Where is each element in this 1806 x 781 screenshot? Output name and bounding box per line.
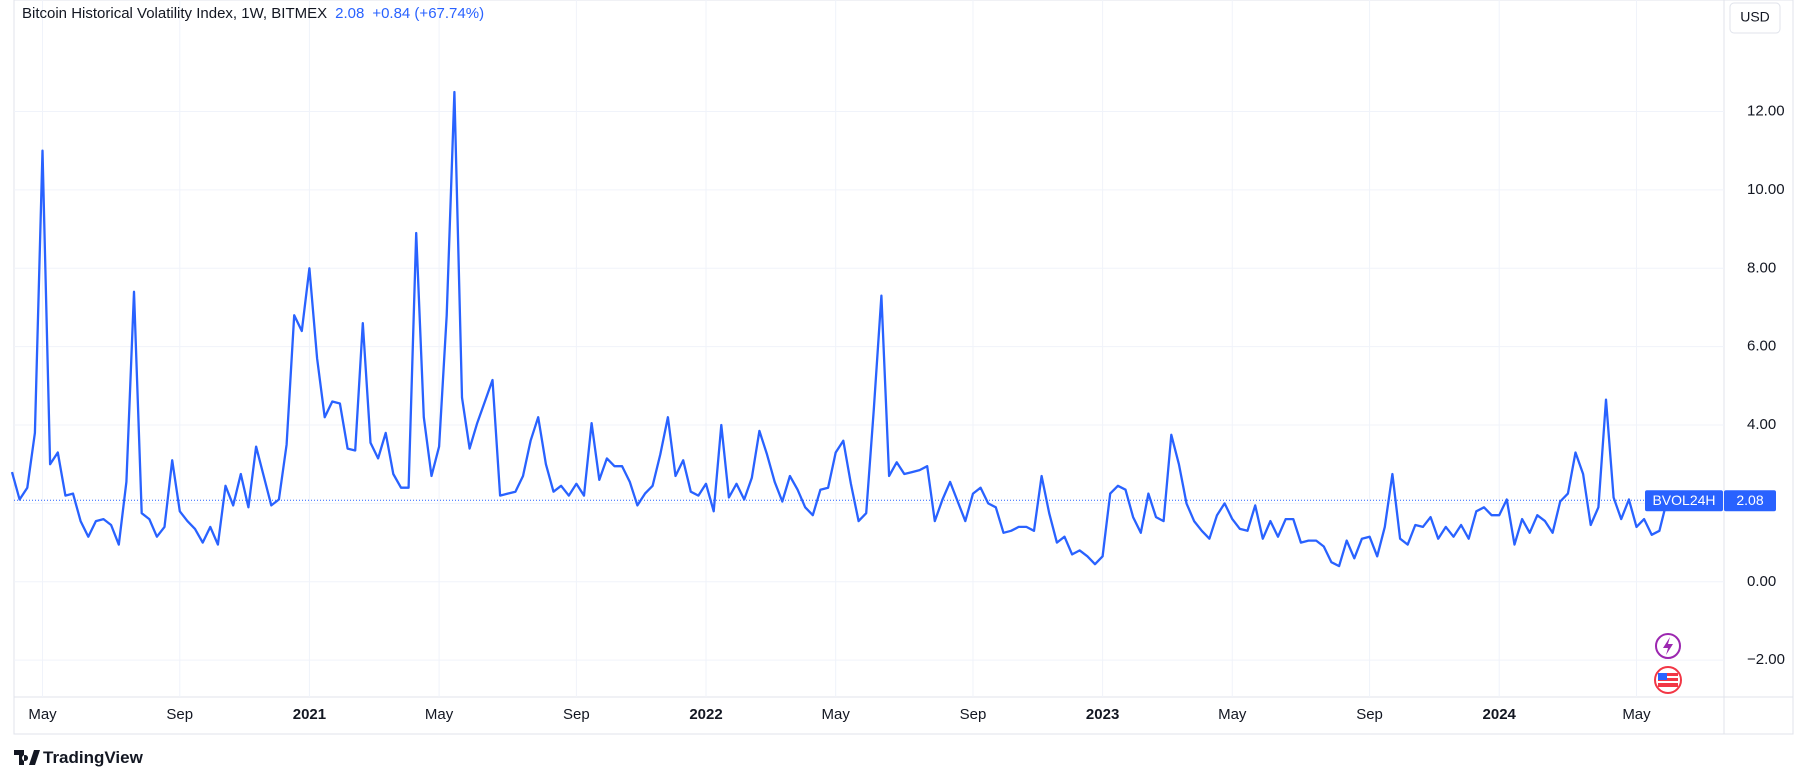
brand-logo bbox=[14, 750, 40, 765]
x-tick-label: May bbox=[822, 706, 851, 723]
series-tag-name: BVOL24H bbox=[1652, 492, 1715, 508]
flag-stripe bbox=[1658, 681, 1678, 683]
legend-header: Bitcoin Historical Volatility Index, 1W,… bbox=[22, 5, 492, 22]
y-tick-label: 4.00 bbox=[1747, 416, 1776, 433]
flag-canton bbox=[1658, 673, 1667, 680]
x-tick-label: Sep bbox=[166, 706, 193, 723]
x-tick-label: May bbox=[425, 706, 454, 723]
y-tick-label: −2.00 bbox=[1747, 651, 1785, 668]
series-tag bbox=[1645, 490, 1723, 512]
y-tick-label: 8.00 bbox=[1747, 259, 1776, 276]
y-tick-label: 6.00 bbox=[1747, 338, 1776, 355]
x-tick-label: May bbox=[1622, 706, 1651, 723]
y-tick-label: 12.00 bbox=[1747, 103, 1785, 120]
flag-stripe bbox=[1658, 676, 1678, 678]
price-tag-value: 2.08 bbox=[1736, 492, 1763, 508]
branding: TradingView bbox=[14, 748, 143, 768]
currency-button[interactable] bbox=[1729, 2, 1781, 34]
lightning-glyph bbox=[1663, 637, 1673, 655]
last-price: 2.08 bbox=[335, 5, 365, 22]
frame bbox=[13, 0, 1794, 735]
x-tick-label: 2023 bbox=[1086, 706, 1119, 723]
x-tick-label: 2022 bbox=[689, 706, 722, 723]
series-line bbox=[10, 90, 1669, 568]
symbol-title: Bitcoin Historical Volatility Index, 1W,… bbox=[22, 5, 328, 22]
y-tick-label: 10.00 bbox=[1747, 181, 1785, 198]
currency-label[interactable]: USD bbox=[1740, 9, 1770, 25]
x-tick-label: 2024 bbox=[1483, 706, 1517, 723]
plot bbox=[10, 90, 1724, 568]
x-tick-label: Sep bbox=[1356, 706, 1383, 723]
x-tick-label: Sep bbox=[960, 706, 987, 723]
price-tag bbox=[1724, 490, 1776, 512]
x-tick-label: Sep bbox=[563, 706, 590, 723]
grid bbox=[14, 0, 1724, 697]
price-change: +0.84 (+67.74%) bbox=[372, 5, 485, 22]
y-tick-label: 0.00 bbox=[1747, 573, 1776, 590]
x-tick-label: May bbox=[1218, 706, 1247, 723]
brand-name: TradingView bbox=[43, 748, 143, 767]
x-tick-label: May bbox=[28, 706, 57, 723]
event-icons bbox=[1654, 633, 1682, 694]
x-tick-label: 2021 bbox=[293, 706, 326, 723]
